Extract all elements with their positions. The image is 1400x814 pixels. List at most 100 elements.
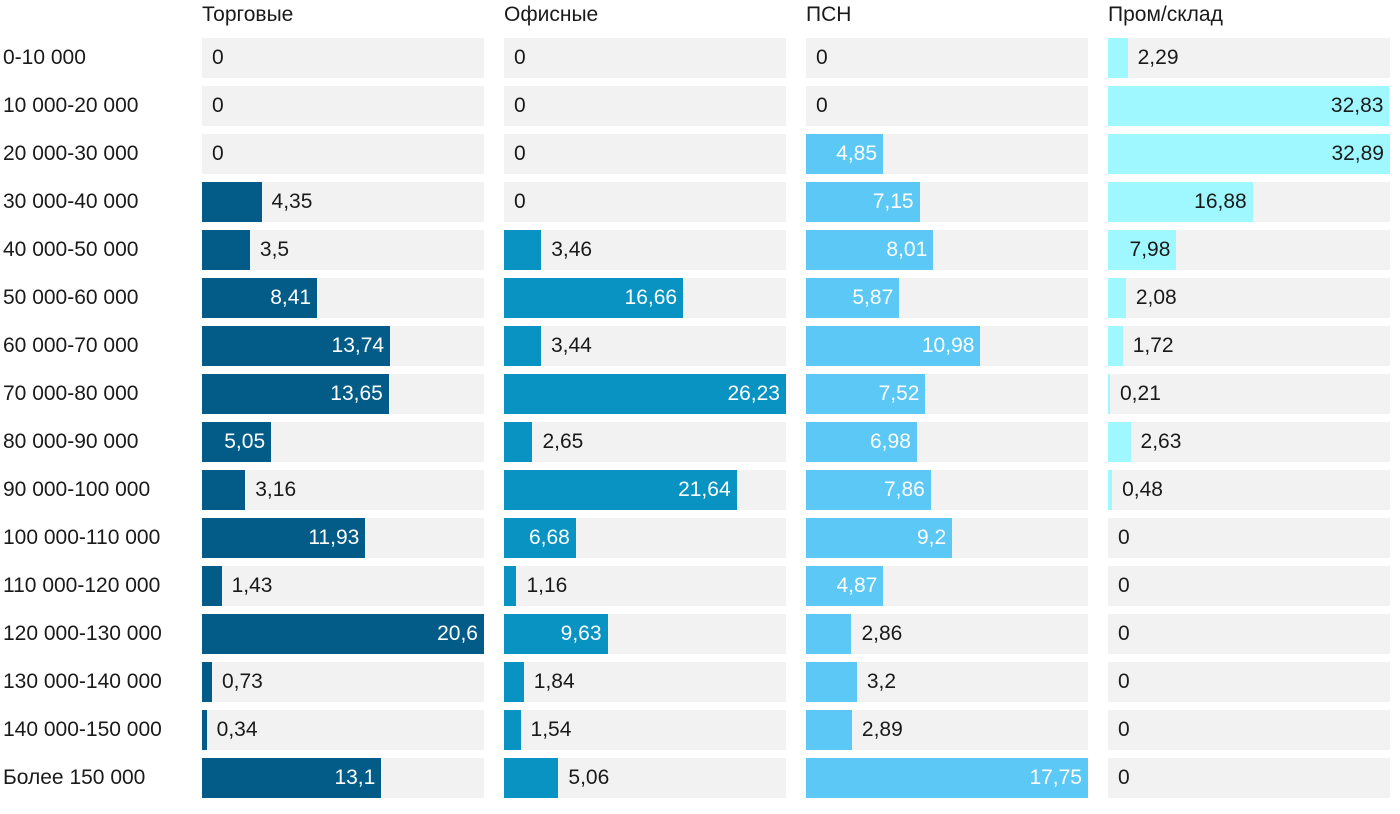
category-label: 0-10 000 xyxy=(3,46,86,69)
category-label: 100 000-110 000 xyxy=(3,526,161,549)
category-label: 10 000-20 000 xyxy=(3,94,139,117)
value-label: 5,05 xyxy=(224,430,266,453)
bar xyxy=(504,230,542,270)
value-label: 26,23 xyxy=(727,382,780,405)
value-label: 0 xyxy=(816,46,828,69)
bar xyxy=(504,758,559,798)
bar xyxy=(1108,182,1253,222)
bar-track xyxy=(504,134,786,174)
bar-track xyxy=(504,422,786,462)
value-label: 0 xyxy=(514,142,526,165)
bar xyxy=(202,326,391,366)
value-label: 7,86 xyxy=(883,478,925,501)
value-label: 6,98 xyxy=(870,430,911,453)
value-label: 21,64 xyxy=(678,478,731,501)
bar xyxy=(806,614,852,654)
value-label: 5,87 xyxy=(852,286,894,309)
category-label: 70 000-80 000 xyxy=(3,382,139,405)
bar-track xyxy=(1108,278,1390,318)
bar xyxy=(1108,470,1113,510)
bar xyxy=(202,278,318,318)
value-label: 0 xyxy=(816,94,828,117)
value-label: 0,21 xyxy=(1120,382,1161,405)
value-label: 4,87 xyxy=(836,574,878,597)
bar xyxy=(1108,230,1177,270)
value-label: 17,75 xyxy=(1029,766,1082,789)
bar xyxy=(806,182,920,222)
value-label: 3,16 xyxy=(255,478,297,501)
bar-track xyxy=(504,182,786,222)
bar xyxy=(202,422,272,462)
bar xyxy=(806,230,934,270)
bar xyxy=(806,758,1088,798)
bar-track xyxy=(202,566,484,606)
value-label: 0 xyxy=(514,190,526,213)
bar xyxy=(1108,278,1126,318)
value-label: 0 xyxy=(212,46,224,69)
bar xyxy=(806,662,857,702)
category-label: 130 000-140 000 xyxy=(3,670,162,693)
value-label: 13,74 xyxy=(331,334,385,357)
value-label: 0 xyxy=(1118,718,1130,741)
bar-track xyxy=(1108,614,1390,654)
value-label: 8,01 xyxy=(886,238,928,261)
bar xyxy=(806,134,884,174)
bar-track xyxy=(806,710,1088,750)
bar-track xyxy=(1108,758,1390,798)
value-label: 0 xyxy=(1118,766,1130,789)
bar-track xyxy=(1108,710,1390,750)
column-header: Торговые xyxy=(202,3,294,26)
value-label: 2,63 xyxy=(1140,430,1182,453)
category-label: 80 000-90 000 xyxy=(3,430,139,453)
value-label: 0,34 xyxy=(216,718,258,741)
bar xyxy=(806,374,926,414)
category-label: 90 000-100 000 xyxy=(3,478,151,501)
value-label: 3,46 xyxy=(551,238,593,261)
bar xyxy=(806,470,931,510)
value-label: 20,6 xyxy=(437,622,478,645)
bar xyxy=(504,710,521,750)
value-label: 32,89 xyxy=(1331,142,1384,165)
value-label: 1,54 xyxy=(530,718,572,741)
value-label: 2,86 xyxy=(861,622,903,645)
bar xyxy=(806,422,917,462)
bar-track xyxy=(1108,374,1390,414)
bar xyxy=(1108,374,1110,414)
value-label: 2,89 xyxy=(861,718,903,741)
value-label: 10,98 xyxy=(921,334,975,357)
value-label: 0 xyxy=(1118,526,1130,549)
bar xyxy=(504,518,576,558)
bar-track xyxy=(202,470,484,510)
value-label: 4,35 xyxy=(271,190,313,213)
bar-track xyxy=(1108,566,1390,606)
value-label: 2,08 xyxy=(1135,286,1177,309)
bar-track xyxy=(504,710,786,750)
bar xyxy=(504,470,737,510)
bar-track xyxy=(202,38,484,78)
bar xyxy=(202,710,207,750)
bar xyxy=(1108,38,1128,78)
value-label: 6,68 xyxy=(528,526,570,549)
value-label: 2,65 xyxy=(542,430,584,453)
value-label: 0 xyxy=(212,94,224,117)
value-label: 1,72 xyxy=(1132,334,1174,357)
value-label: 3,44 xyxy=(550,334,592,357)
bar-track xyxy=(202,710,484,750)
bar-track xyxy=(806,86,1088,126)
column-header: ПСН xyxy=(806,3,852,26)
bar-track xyxy=(504,662,786,702)
bar xyxy=(202,662,212,702)
category-label: 50 000-60 000 xyxy=(3,286,139,309)
value-label: 3,2 xyxy=(866,670,897,693)
value-label: 0 xyxy=(1118,622,1130,645)
bar xyxy=(202,374,389,414)
bar xyxy=(202,518,366,558)
value-label: 0 xyxy=(514,46,526,69)
bar xyxy=(806,278,900,318)
value-label: 7,52 xyxy=(878,382,920,405)
value-label: 9,2 xyxy=(916,526,947,549)
category-label: 140 000-150 000 xyxy=(3,718,162,741)
bar xyxy=(202,614,484,654)
bar xyxy=(504,278,684,318)
